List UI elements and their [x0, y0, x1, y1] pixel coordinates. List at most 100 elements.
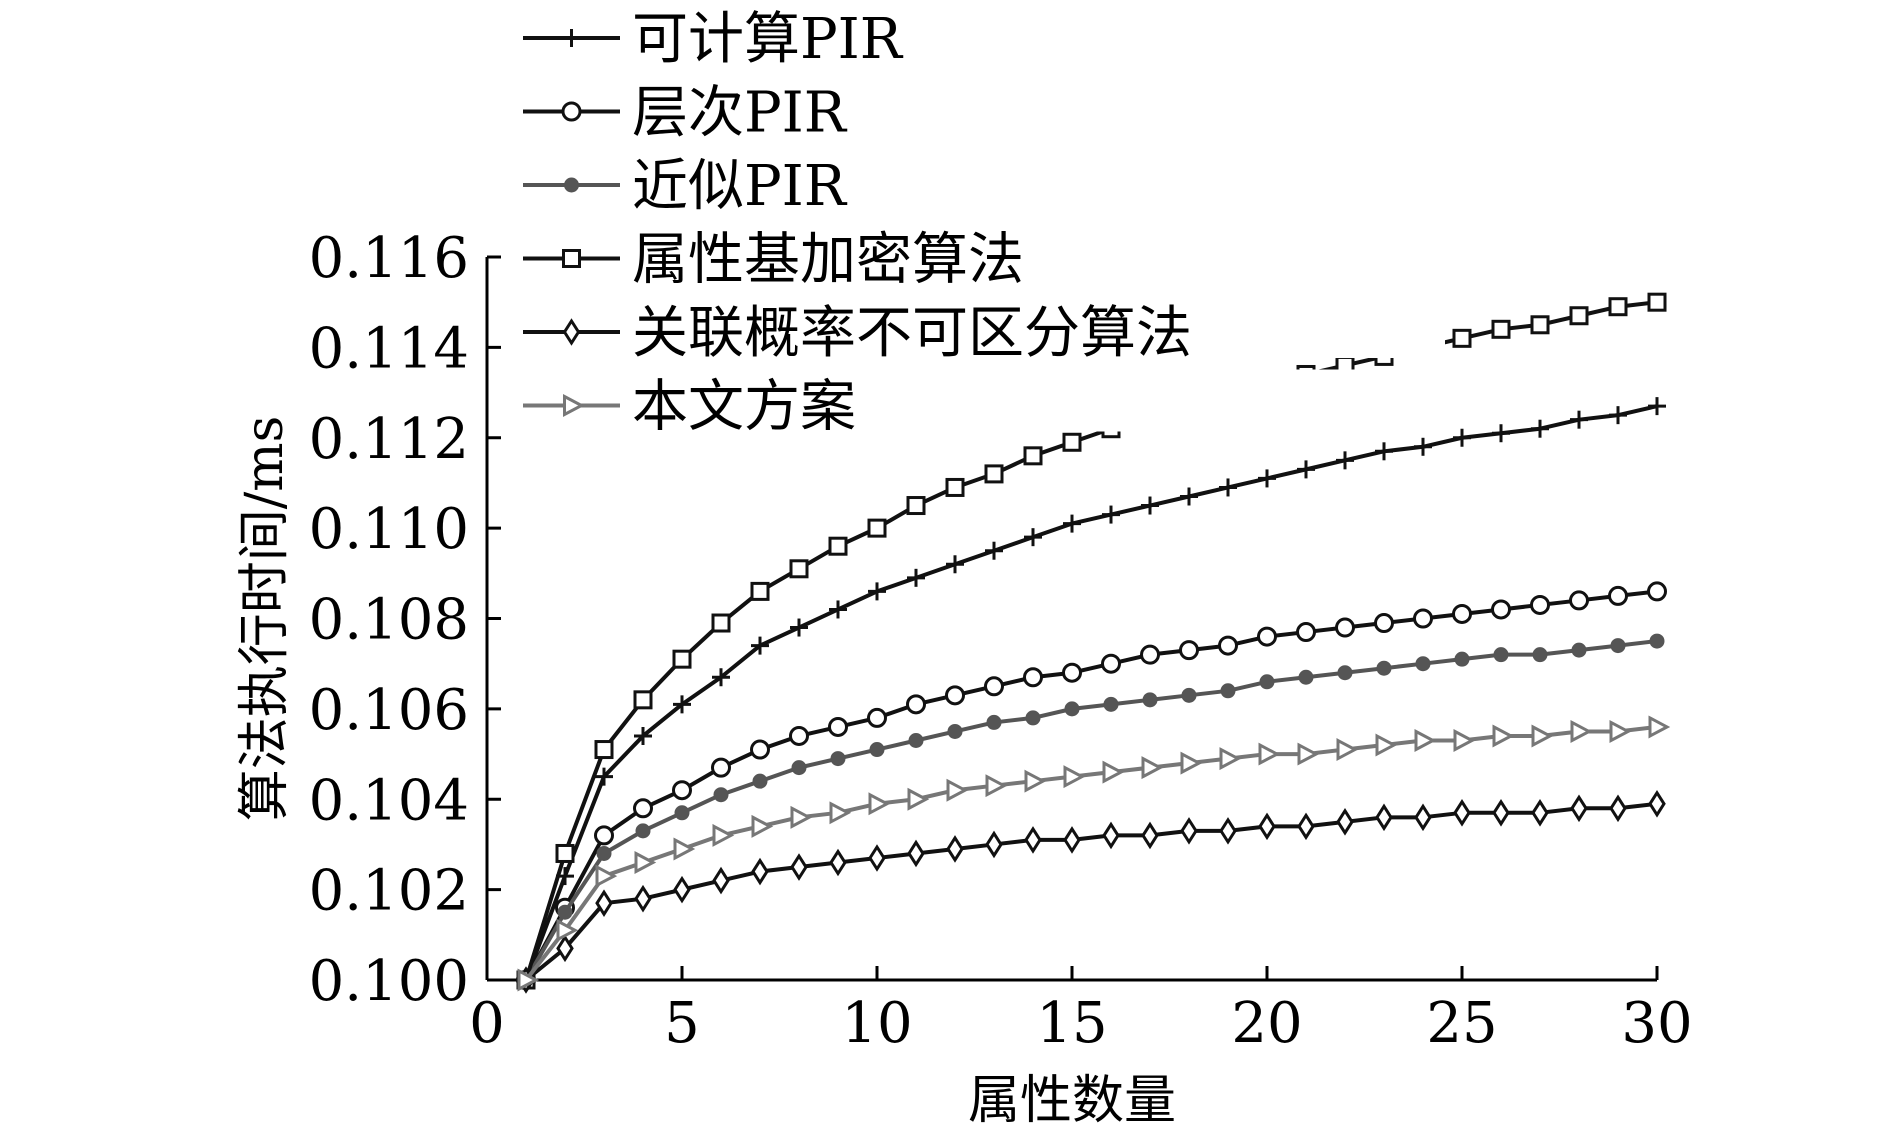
data-point	[1337, 665, 1353, 681]
data-point	[1570, 410, 1588, 429]
data-point	[1103, 696, 1119, 712]
data-point	[1609, 719, 1632, 743]
data-point	[1571, 642, 1587, 658]
data-point	[1648, 397, 1666, 416]
data-point	[752, 773, 768, 789]
data-point	[555, 843, 575, 863]
data-point	[1258, 469, 1276, 488]
legend-marker	[562, 29, 581, 47]
data-point	[867, 518, 887, 538]
data-point	[1454, 651, 1470, 667]
y-tick-label: 0.104	[309, 768, 469, 833]
y-tick-label: 0.116	[309, 226, 469, 291]
y-tick-label: 0.114	[309, 316, 469, 381]
legend-item: 层次PIR	[515, 75, 1445, 146]
data-point	[1023, 446, 1043, 466]
series-5	[517, 789, 1666, 994]
data-point	[829, 600, 847, 619]
data-point	[674, 805, 690, 821]
data-point	[1530, 315, 1550, 335]
data-point	[1492, 724, 1515, 748]
data-point	[1258, 742, 1281, 766]
data-point	[712, 866, 730, 895]
data-point	[906, 694, 926, 715]
data-point	[946, 778, 969, 802]
legend-label: 属性基加密算法	[632, 228, 1024, 293]
data-point	[1181, 687, 1197, 703]
data-point	[985, 830, 1003, 859]
data-point	[1219, 747, 1242, 771]
data-point	[1649, 633, 1665, 649]
data-point	[1023, 667, 1043, 688]
legend-marker	[562, 249, 581, 268]
x-tick-label: 30	[1621, 991, 1692, 1056]
legend-item: 关联概率不可区分算法	[515, 296, 1445, 366]
x-tick-label: 25	[1426, 991, 1497, 1056]
data-point	[789, 559, 809, 579]
data-point	[1296, 622, 1316, 643]
data-point	[1647, 581, 1667, 602]
data-point	[985, 541, 1003, 560]
data-point	[1258, 812, 1276, 841]
data-point	[1259, 674, 1275, 690]
legend-label: 层次PIR	[632, 81, 848, 146]
data-point	[673, 837, 696, 861]
data-point	[829, 848, 847, 877]
data-point	[1414, 803, 1432, 832]
legend-item: 可计算PIR	[515, 2, 1445, 72]
data-point	[985, 774, 1008, 798]
data-point	[750, 739, 770, 760]
legend-item-background	[515, 2, 1445, 64]
data-point	[1415, 656, 1431, 672]
data-point	[1569, 306, 1589, 326]
data-point	[1336, 451, 1354, 470]
data-point	[712, 823, 735, 847]
y-tick-label: 0.112	[309, 407, 469, 472]
data-point	[1062, 662, 1082, 683]
data-point	[1142, 692, 1158, 708]
data-point	[1335, 617, 1355, 638]
data-point	[907, 839, 925, 868]
data-point	[908, 733, 924, 749]
data-point	[1648, 715, 1671, 739]
data-point	[517, 968, 540, 992]
data-point	[751, 857, 769, 886]
data-point	[1025, 710, 1041, 726]
data-point	[1102, 505, 1120, 524]
data-point	[1101, 653, 1121, 674]
series-1	[517, 397, 1666, 989]
data-point	[1024, 826, 1042, 854]
data-point	[634, 851, 657, 875]
data-point	[867, 707, 887, 728]
y-tick-label: 0.102	[309, 859, 469, 924]
data-point	[869, 742, 885, 758]
data-point	[595, 767, 613, 786]
data-point	[984, 676, 1004, 697]
legend-label: 可计算PIR	[632, 7, 904, 72]
data-point	[634, 726, 652, 745]
legend-item-background	[515, 369, 1445, 432]
data-point	[986, 714, 1002, 730]
data-point	[945, 685, 965, 706]
legend-item-background	[515, 149, 1445, 211]
data-point	[1609, 406, 1627, 425]
legend-label: 关联概率不可区分算法	[632, 301, 1192, 366]
data-point	[1414, 437, 1432, 456]
data-point	[1491, 319, 1511, 339]
data-point	[635, 823, 651, 839]
series-line	[524, 404, 1658, 981]
legend-item-background	[515, 75, 1445, 138]
data-point	[1180, 817, 1198, 845]
x-tick-label: 15	[1036, 991, 1107, 1056]
legend-marker	[562, 318, 581, 346]
data-point	[1570, 719, 1593, 743]
series-line	[524, 639, 1658, 981]
series-2	[516, 581, 1667, 990]
data-point	[1219, 478, 1237, 497]
data-point	[828, 716, 848, 737]
series-6	[517, 715, 1671, 992]
data-point	[711, 757, 731, 778]
data-point	[945, 477, 965, 497]
data-point	[1374, 613, 1394, 634]
